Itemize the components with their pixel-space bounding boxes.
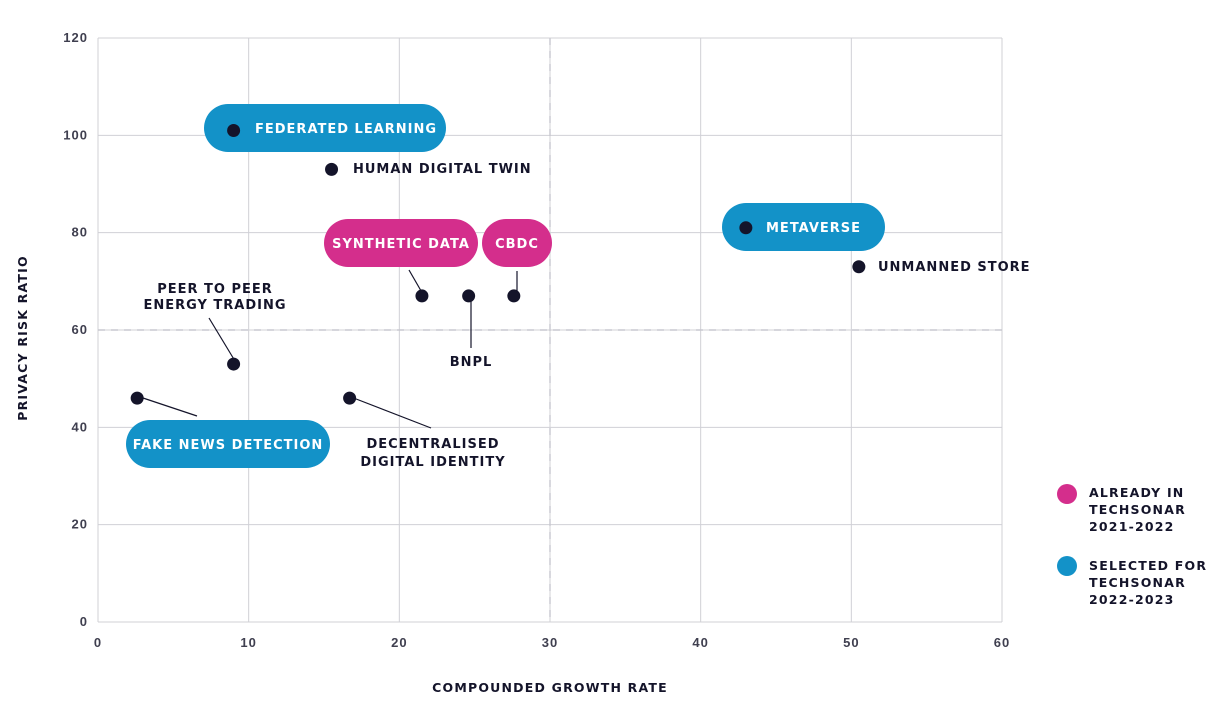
label-connectors [139, 269, 518, 429]
connector-line [350, 396, 432, 429]
x-tick-label: 20 [391, 635, 407, 650]
y-tick-labels: 0 20 40 60 80 100 120 [63, 30, 88, 629]
legend-label: TECHSONAR [1089, 575, 1186, 590]
y-axis-title: PRIVACY RISK RATIO [15, 255, 30, 421]
highlight-pill [482, 219, 552, 267]
data-point [852, 260, 866, 274]
point-label: METAVERSE [766, 221, 861, 236]
x-tick-label: 30 [542, 635, 558, 650]
connector-line [139, 396, 198, 417]
y-tick-label: 100 [63, 127, 88, 142]
point-label: HUMAN DIGITAL TWIN [353, 162, 532, 177]
y-tick-label: 0 [80, 614, 88, 629]
data-point [415, 289, 429, 303]
highlight-pill [722, 203, 885, 251]
x-axis-title: COMPOUNDED GROWTH RATE [432, 680, 668, 695]
highlight-pill [126, 420, 330, 468]
data-point [325, 162, 339, 176]
x-tick-label: 60 [994, 635, 1010, 650]
point-label: DECENTRALISED [366, 437, 499, 452]
legend: ALREADY IN TECHSONAR 2021-2022 SELECTED FOR… [1057, 484, 1207, 607]
legend-label: TECHSONAR [1089, 502, 1186, 517]
point-labels: FEDERATED LEARNING HUMAN DIGITAL TWIN SYNT… [133, 122, 1031, 470]
legend-swatch-already [1057, 484, 1077, 504]
x-tick-labels: 0 10 20 30 40 50 60 [94, 635, 1010, 650]
connector-line [208, 317, 236, 362]
data-point [507, 289, 521, 303]
y-tick-label: 60 [72, 322, 88, 337]
data-point [343, 391, 357, 405]
legend-label: ALREADY IN [1089, 485, 1184, 500]
legend-label: 2021-2022 [1089, 519, 1175, 534]
x-tick-label: 10 [240, 635, 256, 650]
point-label: UNMANNED STORE [878, 260, 1031, 275]
legend-swatch-selected [1057, 556, 1077, 576]
point-label: DIGITAL IDENTITY [360, 455, 505, 470]
data-point [227, 357, 241, 371]
point-label: ENERGY TRADING [143, 298, 286, 313]
point-label: BNPL [450, 355, 493, 370]
y-tick-label: 120 [63, 30, 88, 45]
x-tick-label: 0 [94, 635, 102, 650]
point-label: CBDC [495, 237, 539, 252]
y-tick-label: 80 [72, 225, 88, 240]
data-points [130, 123, 866, 405]
y-tick-label: 40 [72, 419, 88, 434]
legend-label: SELECTED FOR [1089, 558, 1207, 573]
data-point [462, 289, 476, 303]
point-label: SYNTHETIC DATA [332, 237, 470, 252]
point-label: FAKE NEWS DETECTION [133, 438, 324, 453]
x-tick-label: 40 [692, 635, 708, 650]
point-label: PEER TO PEER [157, 282, 273, 297]
legend-label: 2022-2023 [1089, 592, 1175, 607]
highlight-pill [204, 104, 446, 152]
y-tick-label: 20 [72, 517, 88, 532]
data-point [130, 391, 144, 405]
x-tick-label: 50 [843, 635, 859, 650]
highlight-pill [324, 219, 478, 267]
point-label: FEDERATED LEARNING [255, 122, 437, 137]
reference-lines [98, 38, 1002, 622]
data-point [739, 221, 753, 235]
data-point [227, 123, 241, 137]
highlight-pills [126, 104, 885, 468]
